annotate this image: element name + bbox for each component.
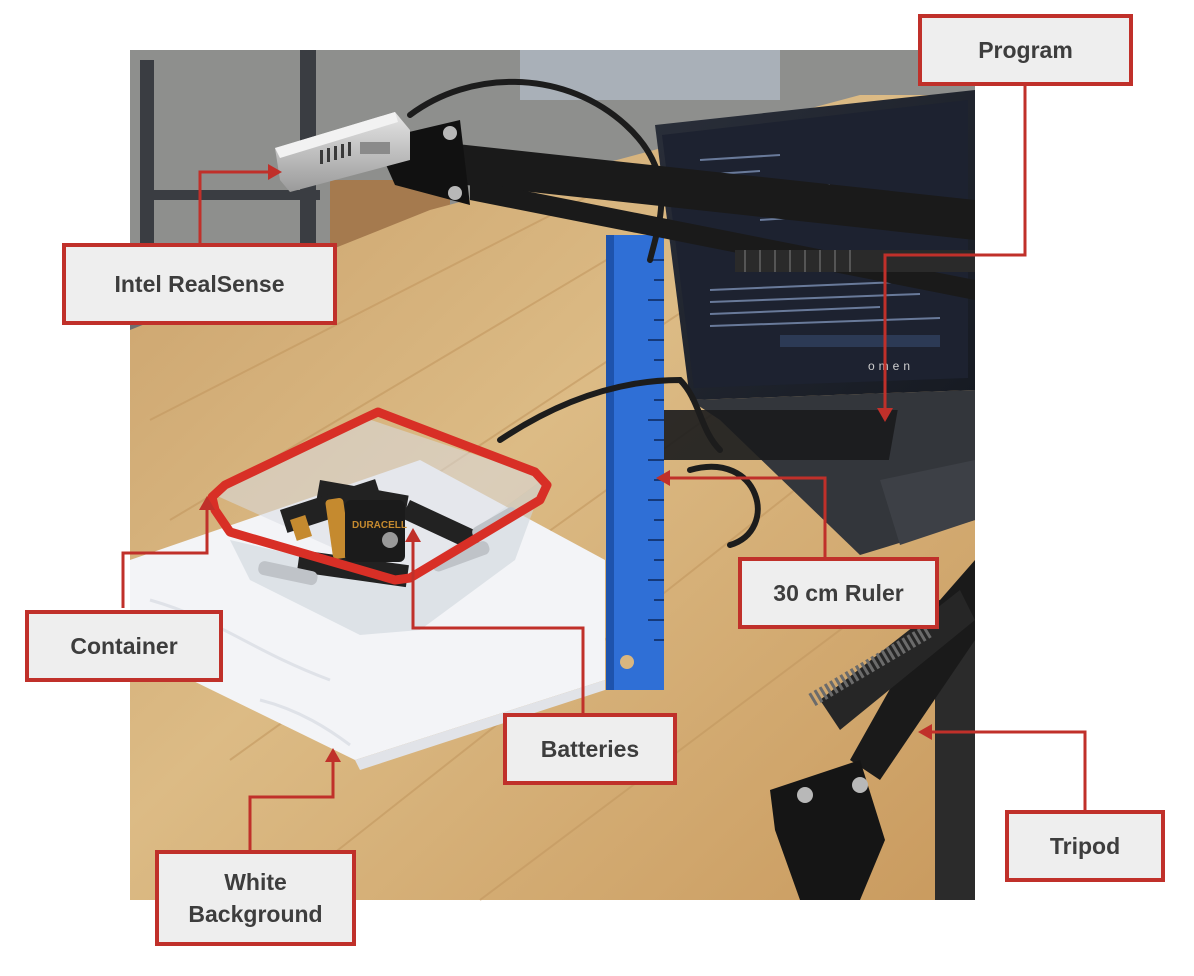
label-tripod-text: Tripod — [1049, 833, 1121, 859]
label-intel-realsense: Intel RealSense — [62, 243, 337, 325]
realsense-camera — [275, 112, 410, 192]
arrowhead-background — [325, 748, 341, 762]
label-white-background: White Background — [155, 850, 356, 946]
arrow-program — [883, 85, 1027, 410]
laptop-brand: omen — [868, 359, 914, 373]
container-outline — [207, 407, 552, 585]
battery-brand: DURACELL — [352, 520, 407, 531]
arrowhead-batteries — [405, 528, 421, 542]
arrowhead-realsense — [268, 164, 282, 180]
arrowhead-program — [877, 408, 893, 422]
label-tripod: Tripod — [1005, 810, 1165, 882]
label-program: Program — [918, 14, 1133, 86]
label-batteries-text: Batteries — [540, 736, 640, 762]
arrowhead-container — [199, 496, 215, 510]
arrowhead-ruler — [656, 470, 670, 486]
arrow-realsense — [198, 170, 270, 245]
arrowhead-tripod — [918, 724, 932, 740]
label-ruler-text: 30 cm Ruler — [773, 580, 904, 606]
arrow-container — [121, 508, 209, 608]
arrow-background — [248, 760, 335, 852]
label-container-text: Container — [70, 633, 178, 659]
arrow-tripod — [930, 730, 1087, 812]
battery-duracell — [345, 500, 405, 562]
label-intel-realsense-text: Intel RealSense — [114, 271, 285, 297]
glass-container: DURACELL — [215, 418, 545, 635]
label-white-background-line1: White — [224, 869, 287, 895]
tripod-arm — [375, 120, 975, 300]
label-white-background-line2: Background — [188, 901, 323, 927]
arrow-ruler — [668, 476, 827, 560]
label-batteries: Batteries — [503, 713, 677, 785]
label-program-text: Program — [978, 37, 1073, 63]
arrow-batteries — [411, 540, 585, 715]
ruler — [606, 235, 664, 690]
label-ruler: 30 cm Ruler — [738, 557, 939, 629]
label-container: Container — [25, 610, 223, 682]
laptop: omen — [653, 90, 975, 555]
